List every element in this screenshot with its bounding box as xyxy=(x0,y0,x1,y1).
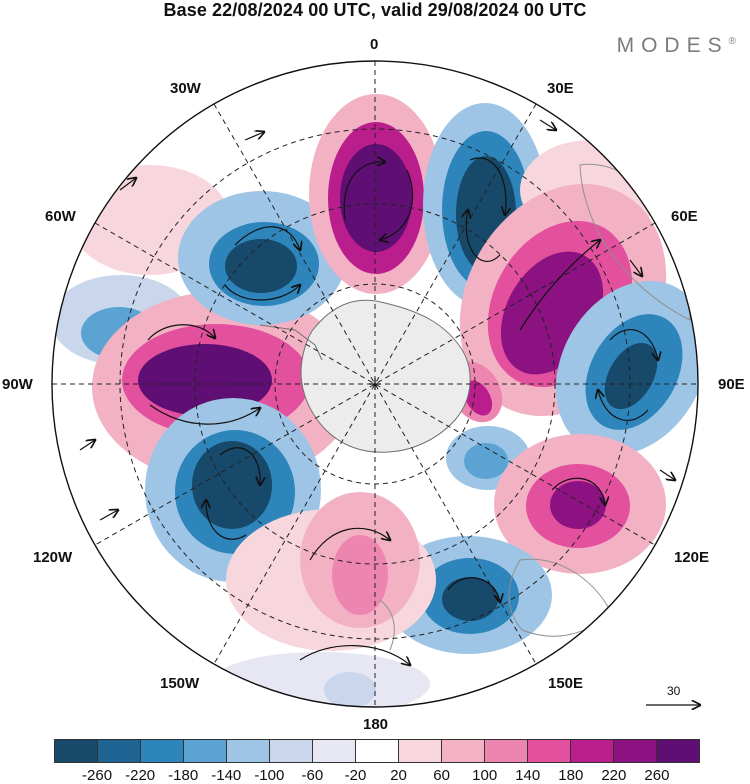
anomaly-south-edge-core xyxy=(324,672,376,707)
label-90e: 90E xyxy=(718,376,745,393)
wind-vector xyxy=(519,240,600,331)
colorbar-tick-label: 100 xyxy=(472,767,498,784)
antarctica-fill xyxy=(300,300,471,453)
map-title: Base 22/08/2024 00 UTC, valid 29/08/2024… xyxy=(163,0,587,20)
label-60e: 60E xyxy=(671,208,698,225)
colorbar-tick-label: -100 xyxy=(254,767,285,784)
map-fill-layer xyxy=(52,61,698,707)
colorbar-bin xyxy=(55,740,98,762)
colorbar-tick-label: 140 xyxy=(515,767,541,784)
anomaly-east-negative-core xyxy=(604,342,658,410)
colorbar-tick-label: 180 xyxy=(558,767,584,784)
label-0: 0 xyxy=(370,36,379,53)
wind-vector xyxy=(299,645,410,665)
wind-vector xyxy=(649,579,662,598)
colorbar-tick-label: 260 xyxy=(644,767,670,784)
new-zealand-outline xyxy=(379,599,395,651)
map-boundary xyxy=(51,60,699,708)
lat-circle-2 xyxy=(194,203,556,565)
center-cross-icon xyxy=(369,378,381,390)
wind-vector xyxy=(234,226,300,250)
colorbar-bin xyxy=(657,740,699,762)
wind-vector xyxy=(447,577,500,602)
colorbar-bin xyxy=(614,740,657,762)
label-120e: 120E xyxy=(674,549,710,566)
label-120w: 120W xyxy=(33,549,73,566)
wind-vector xyxy=(609,329,658,360)
colorbar-bin xyxy=(442,740,485,762)
colorbar-bin xyxy=(313,740,356,762)
wind-vector xyxy=(659,469,675,480)
wind-vector xyxy=(149,404,260,425)
anomaly-center-east-core xyxy=(463,380,493,416)
colorbar-bin xyxy=(528,740,571,762)
anomaly-south-negative-core xyxy=(442,577,498,621)
label-90w: 90W xyxy=(2,376,33,393)
label-30e: 30E xyxy=(547,80,574,97)
wind-vector xyxy=(380,169,414,240)
antarctica-outline xyxy=(300,299,471,453)
colorbar-bin xyxy=(98,740,141,762)
wind-vector xyxy=(244,132,264,141)
label-60w: 60W xyxy=(45,208,76,225)
brand-logo: MODES® xyxy=(617,34,736,58)
wind-vector xyxy=(79,440,95,451)
label-180: 180 xyxy=(363,716,389,733)
anomaly-northwest-negative-core xyxy=(225,239,297,293)
colorbar-bin xyxy=(184,740,227,762)
label-150e: 150E xyxy=(548,675,584,692)
colorbar-bin xyxy=(571,740,614,762)
colorbar-tick-label: 20 xyxy=(390,767,407,784)
brand-text: MODES xyxy=(616,34,729,57)
wind-vector xyxy=(309,527,390,561)
colorbar-bin xyxy=(399,740,442,762)
anomaly-southwest-negative-core xyxy=(192,441,272,529)
registered-mark: ® xyxy=(728,36,736,47)
graticule xyxy=(52,61,698,707)
colorbar-tick-label: -60 xyxy=(301,767,324,784)
vector-scale-label: 30 xyxy=(667,684,681,698)
anomaly-southeast-positive-core xyxy=(550,481,606,529)
colorbar-tick-label: -220 xyxy=(125,767,156,784)
australia-outline xyxy=(508,558,611,637)
wind-vector xyxy=(147,324,215,341)
wind-vector xyxy=(119,178,136,191)
colorbar-bin xyxy=(227,740,270,762)
wind-vector xyxy=(466,210,501,262)
wind-vector xyxy=(343,162,385,221)
wind-vector xyxy=(219,447,260,485)
wind-vector xyxy=(206,500,247,540)
anomaly-south-positive-core xyxy=(332,535,388,615)
label-150w: 150W xyxy=(160,675,200,692)
colorbar-bin xyxy=(141,740,184,762)
wind-vector xyxy=(551,477,605,505)
colorbar-tick-label: -20 xyxy=(344,767,367,784)
colorbar-bin xyxy=(270,740,313,762)
wind-vector xyxy=(469,157,506,215)
label-30w: 30W xyxy=(170,80,201,97)
colorbar xyxy=(54,739,700,763)
anomaly-north-positive-core xyxy=(340,144,412,252)
colorbar-tick-label: -260 xyxy=(82,767,113,784)
colorbar-bin xyxy=(485,740,528,762)
anomaly-southeast-small-core xyxy=(464,443,508,479)
colorbar-tick-label: 60 xyxy=(433,767,450,784)
wind-vector xyxy=(224,285,300,301)
colorbar-bin xyxy=(356,740,399,762)
colorbar-tick-label: -140 xyxy=(211,767,242,784)
colorbar-tick-label: -180 xyxy=(168,767,199,784)
colorbar-tick-label: 220 xyxy=(601,767,627,784)
wind-vector xyxy=(99,510,118,521)
wind-vector xyxy=(539,119,556,130)
anomaly-west-positive-core xyxy=(138,344,272,416)
wind-vector xyxy=(598,390,649,421)
wind-vector xyxy=(629,259,642,276)
